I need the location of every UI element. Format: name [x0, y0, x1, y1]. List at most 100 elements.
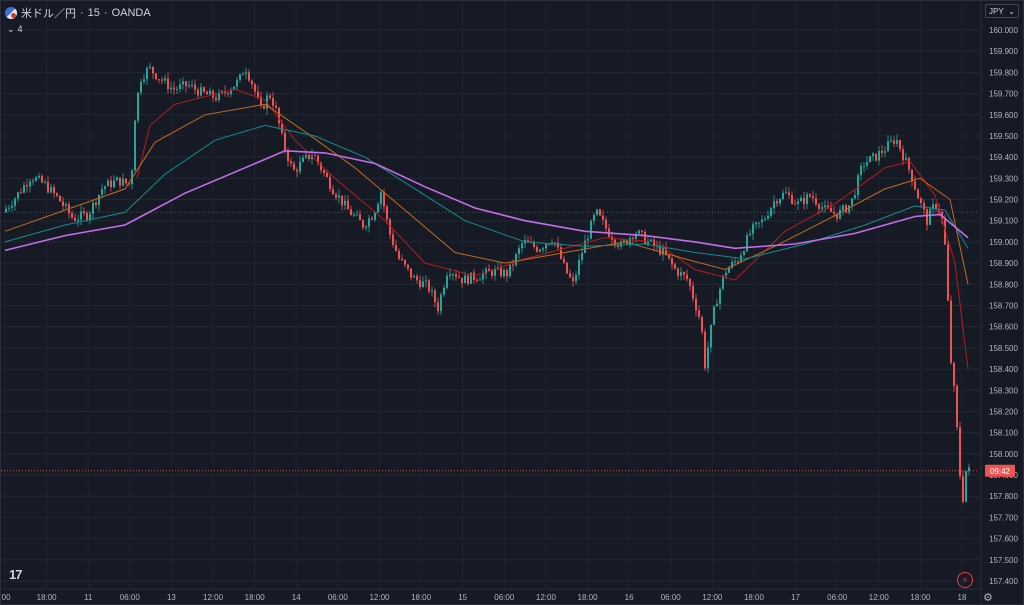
candle-body [23, 185, 25, 193]
candle-body [929, 209, 931, 225]
candle-body [347, 200, 349, 210]
candle-body [326, 172, 328, 178]
x-tick-label: 16 [625, 593, 634, 602]
candle-body [335, 194, 337, 198]
candle-body [263, 105, 265, 109]
symbol-header[interactable]: 米ドル／円 · 15 · OANDA [5, 6, 151, 20]
y-tick-label: 159.500 [989, 132, 1018, 141]
candle-body [485, 268, 487, 274]
candle-body [890, 140, 892, 142]
candle-body [683, 272, 685, 275]
candle-body [227, 92, 229, 95]
candle-body [377, 203, 379, 213]
candle-body [674, 264, 676, 269]
candle-body [251, 80, 253, 85]
candle-body [308, 154, 310, 160]
x-tick-label: 18:00 [578, 593, 599, 602]
candle-body [689, 279, 691, 286]
candle-body [962, 476, 964, 502]
currency-flag-icon [5, 7, 17, 19]
candle-body [242, 73, 244, 75]
candle-body [737, 261, 739, 263]
candle-body [644, 232, 646, 245]
candle-body [56, 193, 58, 196]
candle-body [197, 89, 199, 96]
candle-body [449, 274, 451, 276]
candle-body [968, 467, 970, 471]
candle-body [161, 79, 163, 81]
candle-body [506, 269, 508, 277]
candle-body [605, 219, 607, 229]
gear-icon[interactable]: ⚙ [983, 592, 993, 604]
candle-body [620, 241, 622, 247]
x-tick-label: 06:00 [494, 593, 515, 602]
candle-body [50, 186, 52, 193]
candle-body [491, 270, 493, 276]
x-tick-label: 18:00 [910, 593, 931, 602]
candle-body [467, 275, 469, 284]
candle-body [590, 220, 592, 239]
candle-body [182, 81, 184, 85]
candle-body [914, 181, 916, 190]
candle-body [557, 242, 559, 248]
candle-body [188, 85, 190, 87]
candle-body [407, 264, 409, 269]
candle-body [293, 163, 295, 170]
candle-body [254, 84, 256, 92]
candle-body [809, 194, 811, 197]
candle-body [89, 213, 91, 220]
candle-body [107, 180, 109, 187]
candle-body [146, 67, 148, 80]
candle-body [20, 192, 22, 194]
y-tick-label: 159.900 [989, 47, 1018, 56]
candle-body [527, 240, 529, 243]
candle-body [437, 302, 439, 312]
candle-body [119, 177, 121, 186]
candle-body [8, 207, 10, 209]
lightning-icon[interactable]: ⚡ [957, 572, 973, 588]
candle-body [746, 234, 748, 252]
candle-body [827, 205, 829, 208]
candles [5, 62, 970, 504]
current-price-badge [985, 464, 1015, 477]
candle-body [488, 268, 490, 271]
candle-body [278, 107, 280, 124]
currency-button[interactable]: JPY ⌄ [985, 4, 1019, 18]
candle-body [65, 204, 67, 206]
candle-body [668, 254, 670, 259]
y-tick-label: 157.700 [989, 513, 1018, 522]
candle-body [470, 272, 472, 284]
tradingview-logo[interactable]: 17 [9, 567, 23, 582]
y-tick-label: 158.600 [989, 323, 1018, 332]
chevron-down-icon: ⌄ [7, 23, 15, 34]
candle-body [935, 204, 937, 209]
indicator-toggle[interactable]: ⌄ 4 [7, 23, 23, 35]
candle-body [512, 264, 514, 266]
candle-body [659, 245, 661, 255]
candle-body [125, 178, 127, 184]
candle-body [926, 209, 928, 225]
candle-body [797, 201, 799, 204]
candle-body [716, 303, 718, 307]
candle-body [569, 273, 571, 278]
candle-body [542, 248, 544, 250]
candle-body [896, 139, 898, 144]
candle-body [662, 247, 664, 255]
candle-body [755, 222, 757, 225]
candle-body [284, 132, 286, 150]
candle-body [602, 215, 604, 220]
candle-body [338, 195, 340, 198]
candle-body [917, 189, 919, 199]
x-tick-label: 18 [958, 593, 967, 602]
candle-body [494, 269, 496, 276]
candle-body [290, 161, 292, 164]
x-tick-label: 17 [791, 593, 800, 602]
candle-body [443, 287, 445, 295]
candle-body [320, 162, 322, 171]
candle-body [245, 72, 247, 74]
candle-body [509, 264, 511, 277]
candle-body [650, 239, 652, 242]
candle-body [842, 205, 844, 210]
candle-body [239, 74, 241, 80]
